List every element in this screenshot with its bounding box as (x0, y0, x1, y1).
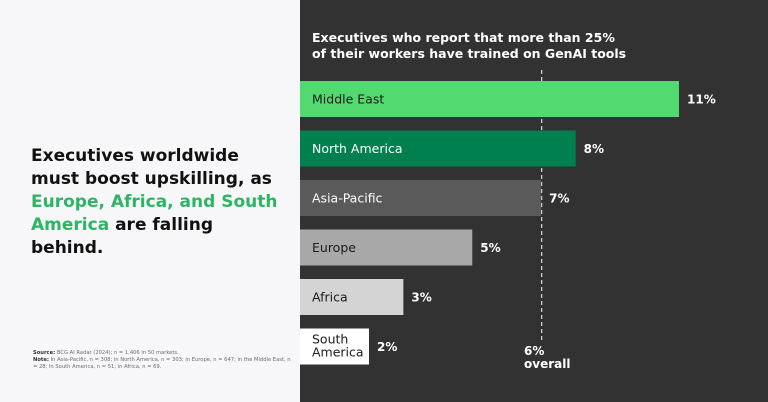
headline-text-end: are falling behind. (31, 215, 214, 258)
chart-title: Executives who report that more than 25%… (312, 30, 627, 61)
bar-label-north-america: North America (312, 141, 403, 156)
value-label-north-america: 8% (584, 142, 604, 156)
overall-value: 6% (524, 344, 545, 358)
bar-label-europe: Europe (312, 240, 356, 255)
value-label-middle-east: 11% (687, 93, 716, 107)
bar-north-america (300, 130, 576, 167)
bar-chart: Middle East 11% North America 8% Asia-Pacifi… (300, 70, 716, 365)
left-panel: Executives worldwide must boost upskilli… (0, 0, 300, 402)
source-label: Source: (33, 350, 56, 356)
bar-middle-east (300, 81, 679, 117)
value-label-europe: 5% (480, 241, 500, 255)
chart-panel: Executives who report that more than 25%… (300, 0, 768, 402)
note-label: Note: (33, 357, 49, 364)
overall-text: overall (524, 357, 571, 371)
bar-label-south-america: South America (312, 332, 364, 360)
headline: Executives worldwide must boost upskilli… (31, 145, 286, 260)
value-label-asia-pacific: 7% (549, 192, 569, 206)
bar-asia-pacific (300, 180, 542, 216)
headline-text: Executives worldwide must boost upskilli… (31, 146, 272, 189)
headline-highlight: Europe, Africa, and South America (31, 192, 278, 235)
value-label-africa: 3% (411, 291, 431, 305)
bar-label-asia-pacific: Asia-Pacific (312, 191, 383, 206)
overall-label: 6% overall (524, 345, 570, 371)
source-note: Source: BCG AI Radar (2024); n = 1,406 i… (33, 350, 295, 372)
bar-label-middle-east: Middle East (312, 92, 384, 107)
bar-europe (300, 229, 473, 266)
value-label-south-america: 2% (377, 340, 397, 354)
source-text: BCG AI Radar (2024); n = 1,406 in 50 mar… (55, 350, 179, 356)
bar-label-africa: Africa (312, 290, 348, 305)
bar-south-america (300, 328, 369, 365)
note-text: In Asia-Pacific, n = 308; in North Ameri… (33, 357, 291, 371)
bar-africa (300, 279, 404, 315)
